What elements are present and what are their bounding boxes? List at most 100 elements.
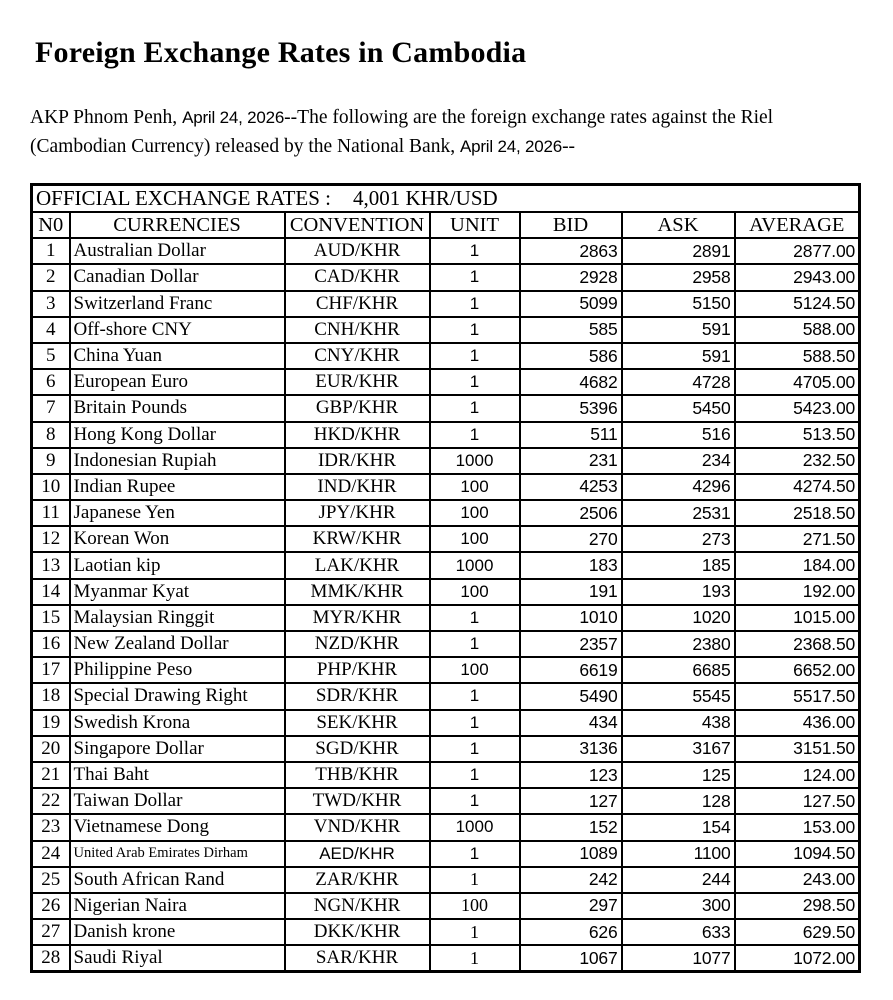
convention-cell: MYR/KHR [283,603,431,633]
unit-cell: 100 [428,656,521,685]
unit-cell: 100 [428,577,521,606]
unit-cell: 1 [428,682,521,711]
currency-name-cell: Danish krone [68,918,286,947]
unit-cell: 1000 [428,551,521,580]
row-number-cell: 19 [30,708,71,737]
official-rates-value: 4,001 KHR/USD [352,186,498,210]
col-header-average: AVERAGE [733,210,861,240]
ask-cell: 1020 [620,603,736,633]
currency-name-cell: Hong Kong Dollar [68,420,286,449]
currency-name-cell: Swedish Krona [68,708,286,737]
ask-cell: 3167 [620,734,736,763]
ask-cell: 5545 [620,682,736,711]
average-cell: 5124.50 [733,289,861,318]
convention-cell: LAK/KHR [283,551,431,580]
bid-cell: 585 [518,315,623,344]
currency-name-cell: Vietnamese Dong [68,813,286,842]
page-title: Foreign Exchange Rates in Cambodia [35,36,527,69]
row-number-cell: 5 [30,341,71,371]
table-row: 4 Off-shore CNY CNH/KHR 1 585 591 588.00 [30,315,861,344]
bid-cell: 3136 [518,734,623,763]
table-row: 12 Korean Won KRW/KHR 100 270 273 271.50 [30,525,861,554]
bid-cell: 2357 [518,629,623,659]
row-number-cell: 1 [30,237,71,266]
official-rates-row: OFFICIAL EXCHANGE RATES : 4,001 KHR/USD [30,183,861,213]
unit-cell: 100 [428,891,521,921]
currency-name-cell: New Zealand Dollar [68,629,286,659]
unit-cell: 1 [428,865,521,894]
official-rates-label: OFFICIAL EXCHANGE RATES : [36,186,331,210]
average-cell: 629.50 [733,918,861,947]
table-row: 5 China Yuan CNY/KHR 1 586 591 588.50 [30,341,861,371]
convention-cell: ZAR/KHR [283,865,431,894]
bid-cell: 152 [518,813,623,842]
row-number-cell: 6 [30,368,71,397]
unit-cell: 1 [428,708,521,737]
intro-paragraph: AKP Phnom Penh, April 24, 2026--The foll… [0,70,890,161]
bid-cell: 5099 [518,289,623,318]
ask-cell: 128 [620,787,736,816]
ask-cell: 193 [620,577,736,606]
row-number-cell: 3 [30,289,71,318]
ask-cell: 2958 [620,263,736,292]
convention-cell: HKD/KHR [283,420,431,449]
currency-name-cell: Special Drawing Right [68,682,286,711]
convention-cell: CHF/KHR [283,289,431,318]
average-cell: 298.50 [733,891,861,921]
column-header-row: N0 CURRENCIES CONVENTION UNIT BID ASK AV… [30,210,861,240]
bid-cell: 127 [518,787,623,816]
table-row: 14 Myanmar Kyat MMK/KHR 100 191 193 192.00 [30,577,861,606]
bid-cell: 2506 [518,499,623,528]
table-row: 23 Vietnamese Dong VND/KHR 1000 152 154 153.00 [30,813,861,842]
ask-cell: 516 [620,420,736,449]
convention-cell: SEK/KHR [283,708,431,737]
bid-cell: 1010 [518,603,623,633]
bid-cell: 191 [518,577,623,606]
convention-cell: NGN/KHR [283,891,431,921]
intro-text-2: --The following are the foreign exchange… [30,107,774,157]
average-cell: 2877.00 [733,237,861,266]
unit-cell: 1 [428,787,521,816]
row-number-cell: 8 [30,420,71,449]
convention-cell: IND/KHR [283,472,431,502]
bid-cell: 1089 [518,839,623,868]
table-row: 18 Special Drawing Right SDR/KHR 1 5490 5545 5… [30,682,861,711]
bid-cell: 4682 [518,368,623,397]
ask-cell: 185 [620,551,736,580]
ask-cell: 234 [620,446,736,475]
ask-cell: 1077 [620,944,736,973]
bid-cell: 626 [518,918,623,947]
table-row: 22 Taiwan Dollar TWD/KHR 1 127 128 127.50 [30,787,861,816]
unit-cell: 1 [428,237,521,266]
table-row: 20 Singapore Dollar SGD/KHR 1 3136 3167 3151.5… [30,734,861,763]
currency-name-cell: Off-shore CNY [68,315,286,344]
average-cell: 513.50 [733,420,861,449]
table-row: 11 Japanese Yen JPY/KHR 100 2506 2531 2518.50 [30,499,861,528]
currency-name-cell: Taiwan Dollar [68,787,286,816]
ask-cell: 2891 [620,237,736,266]
bid-cell: 6619 [518,656,623,685]
average-cell: 5423.00 [733,394,861,423]
ask-cell: 633 [620,918,736,947]
currency-name-cell: Indonesian Rupiah [68,446,286,475]
currency-name-cell: South African Rand [68,865,286,894]
average-cell: 232.50 [733,446,861,475]
row-number-cell: 10 [30,472,71,502]
average-cell: 192.00 [733,577,861,606]
unit-cell: 1 [428,289,521,318]
convention-cell: NZD/KHR [283,629,431,659]
unit-cell: 1 [428,734,521,763]
average-cell: 4274.50 [733,472,861,502]
official-rates-cell: OFFICIAL EXCHANGE RATES : 4,001 KHR/USD [30,183,861,213]
average-cell: 588.00 [733,315,861,344]
col-header-ask: ASK [620,210,736,240]
convention-cell: TWD/KHR [283,787,431,816]
convention-cell: MMK/KHR [283,577,431,606]
average-cell: 2518.50 [733,499,861,528]
bid-cell: 123 [518,760,623,790]
row-number-cell: 24 [30,839,71,868]
table-row: 6 European Euro EUR/KHR 1 4682 4728 4705.00 [30,368,861,397]
row-number-cell: 16 [30,629,71,659]
intro-date-2: April 24, 2026 [459,137,563,156]
convention-cell: JPY/KHR [283,499,431,528]
